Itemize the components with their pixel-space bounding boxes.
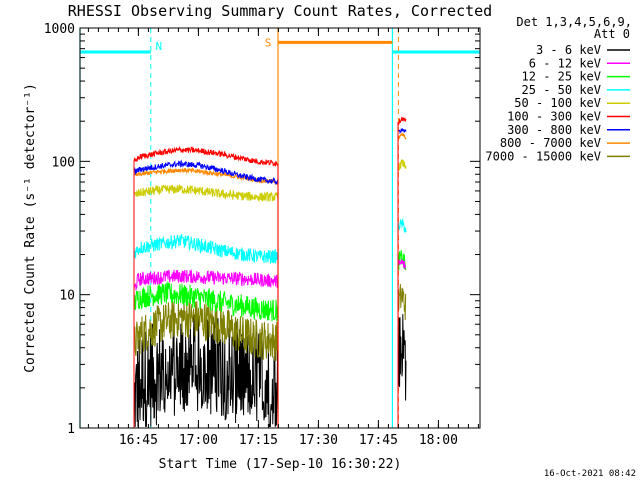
legend-entry-label: 800 - 7000 keV (500, 136, 601, 150)
series-line (133, 269, 279, 428)
series-line (397, 132, 407, 428)
x-tick-label: 17:00 (179, 433, 218, 448)
chart-title: RHESSI Observing Summary Count Rates, Co… (68, 2, 492, 20)
series-line (397, 259, 407, 428)
legend-header: Att 0 (594, 27, 630, 41)
series-line (133, 314, 279, 428)
y-tick-label: 1 (67, 422, 75, 437)
x-tick-label: 16:45 (119, 433, 158, 448)
legend-entry-label: 7000 - 15000 keV (485, 149, 601, 163)
series-line (133, 145, 279, 428)
series-100-300-kev (133, 116, 407, 428)
legend-entry-label: 12 - 25 keV (522, 70, 601, 84)
legend-entry-label: 100 - 300 keV (507, 110, 601, 124)
legend-entry-label: 6 - 12 keV (529, 56, 601, 70)
series-line (397, 116, 407, 428)
footer-timestamp: 16-Oct-2021 08:42 (544, 469, 636, 479)
series-line (397, 314, 407, 428)
y-tick-label: 1000 (44, 22, 75, 37)
legend-entry-label: 3 - 6 keV (536, 43, 601, 57)
series-line (133, 159, 279, 428)
x-tick-label: 18:00 (419, 433, 458, 448)
series-line (133, 280, 279, 428)
x-tick-label: 17:45 (359, 433, 398, 448)
x-tick-label: 17:30 (299, 433, 338, 448)
saa-label: S (265, 36, 272, 49)
x-tick-label: 17:15 (239, 433, 278, 448)
series-line (397, 128, 407, 428)
legend-header: Det 1,3,4,5,6,9, (516, 15, 632, 29)
legend-entry-label: 25 - 50 keV (522, 83, 601, 97)
x-axis-label: Start Time (17-Sep-10 16:30:22) (159, 457, 402, 472)
y-tick-label: 100 (52, 155, 75, 170)
series-line (397, 283, 407, 428)
series-line (133, 184, 279, 428)
night-label: N (155, 40, 162, 53)
series-line (133, 233, 279, 428)
series-line (133, 298, 279, 428)
series-line (397, 159, 407, 428)
y-tick-label: 10 (59, 289, 75, 304)
y-axis-label: Corrected Count Rate (s⁻¹ detector⁻¹) (23, 83, 38, 373)
legend-entry-label: 50 - 100 keV (514, 96, 601, 110)
legend-entry-label: 300 - 800 keV (507, 123, 601, 137)
plot-frame (79, 27, 481, 429)
series-line (397, 217, 407, 428)
